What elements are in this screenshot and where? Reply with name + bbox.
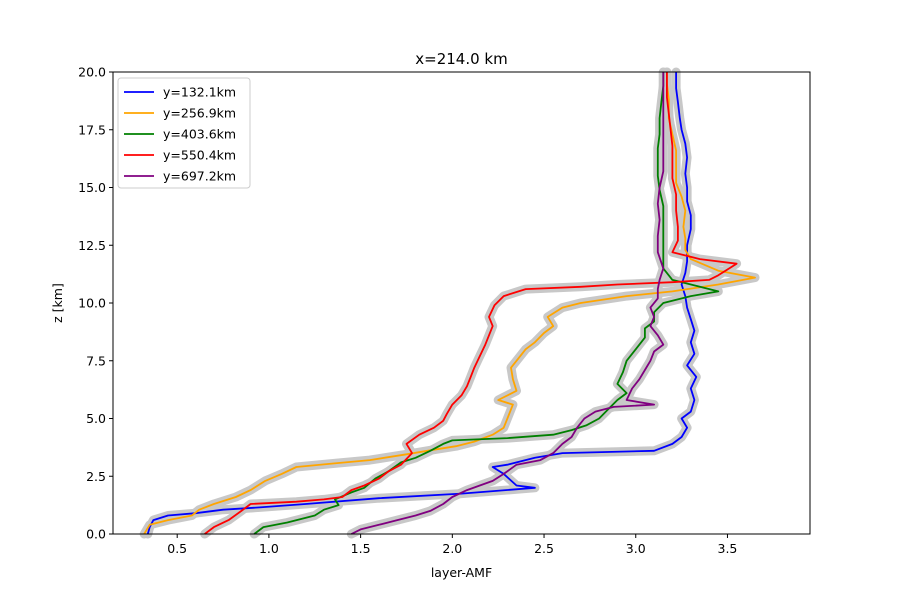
y-axis: 0.0 2.5 5.0 7.5 10.0 12.5 15.0 17.5 20.0 bbox=[78, 65, 113, 542]
series-line-1 bbox=[146, 72, 698, 535]
x-axis: 0.5 1.0 1.5 2.0 2.5 3.0 3.5 bbox=[167, 534, 737, 556]
y-axis-label: z [km] bbox=[50, 283, 65, 323]
x-tick-label: 3.5 bbox=[718, 541, 738, 556]
series-line-4 bbox=[204, 72, 738, 535]
x-tick-label: 1.5 bbox=[351, 541, 371, 556]
series-line-5 bbox=[350, 72, 665, 535]
chart-title: x=214.0 km bbox=[415, 50, 507, 68]
y-tick-label: 17.5 bbox=[78, 122, 106, 137]
y-tick-label: 10.0 bbox=[78, 296, 106, 311]
x-tick-label: 3.0 bbox=[626, 541, 646, 556]
legend-label-5: y=697.2km bbox=[163, 169, 236, 184]
legend-label-4: y=550.4km bbox=[163, 148, 236, 163]
x-tick-label: 2.0 bbox=[442, 541, 462, 556]
y-tick-label: 7.5 bbox=[86, 353, 106, 368]
legend-label-1: y=132.1km bbox=[163, 85, 236, 100]
y-tick-label: 5.0 bbox=[86, 411, 106, 426]
y-tick-label: 12.5 bbox=[78, 238, 106, 253]
series-line-2 bbox=[143, 72, 756, 535]
y-tick-label: 2.5 bbox=[86, 469, 106, 484]
legend-label-2: y=256.9km bbox=[163, 106, 236, 121]
y-tick-label: 15.0 bbox=[78, 180, 106, 195]
x-axis-label: layer-AMF bbox=[431, 565, 492, 580]
x-tick-label: 0.5 bbox=[167, 541, 187, 556]
x-tick-label: 1.0 bbox=[259, 541, 279, 556]
legend-label-3: y=403.6km bbox=[163, 127, 236, 142]
y-tick-label: 0.0 bbox=[86, 527, 106, 542]
legend-frame bbox=[117, 77, 251, 189]
legend: y=132.1km y=256.9km y=403.6km y=550.4km y=69… bbox=[117, 77, 251, 189]
y-tick-label: 20.0 bbox=[78, 65, 106, 80]
x-tick-label: 2.5 bbox=[534, 541, 554, 556]
series-lines bbox=[143, 72, 756, 535]
